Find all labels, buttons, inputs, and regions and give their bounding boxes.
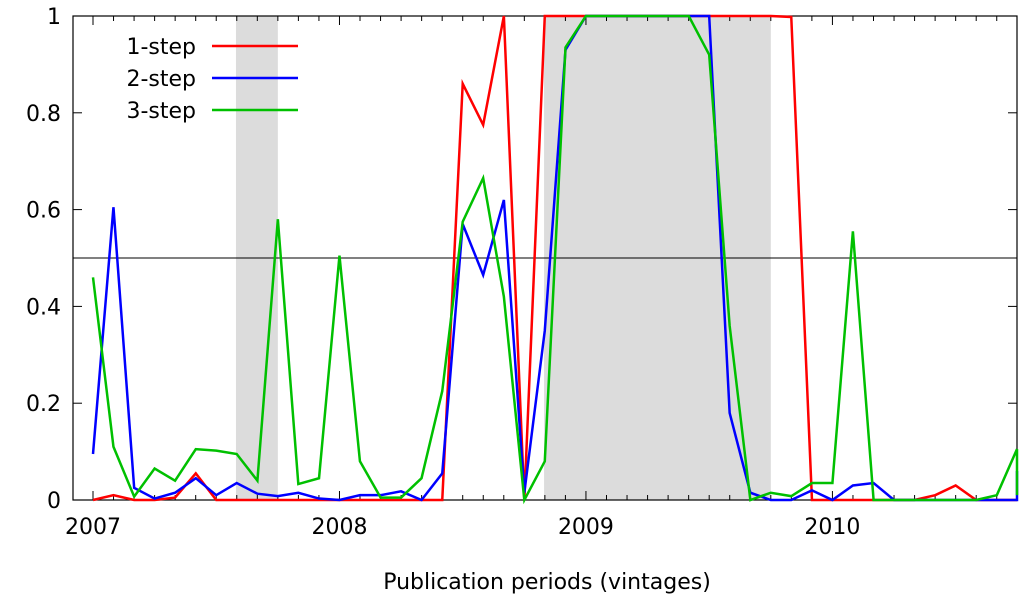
y-tick-label: 0.8: [26, 102, 61, 127]
y-tick-label: 0.6: [26, 199, 61, 224]
x-tick-label: 2010: [804, 515, 860, 540]
series-line-3-step: [91, 14, 1019, 505]
x-tick-label: 2009: [558, 515, 614, 540]
x-axis-label: Publication periods (vintages): [383, 570, 711, 595]
series-line-1-step: [92, 14, 1017, 502]
axis-ticks: 0 0.2 0.4 0.6 0.8 1 2007 2008 2009 2010: [26, 5, 1017, 540]
legend-label-1-step: 1-step: [126, 35, 196, 60]
y-tick-label: 1: [47, 5, 61, 30]
x-tick-label: 2007: [65, 515, 121, 540]
legend-label-2-step: 2-step: [126, 67, 196, 92]
legend: 1-step 2-step 3-step: [126, 35, 298, 124]
y-tick-label: 0: [47, 489, 61, 514]
y-tick-label: 0.4: [26, 295, 61, 320]
series-lines: [91, 14, 1019, 505]
x-tick-label: 2008: [311, 515, 367, 540]
legend-label-3-step: 3-step: [126, 99, 196, 124]
y-tick-label: 0.2: [26, 392, 61, 417]
